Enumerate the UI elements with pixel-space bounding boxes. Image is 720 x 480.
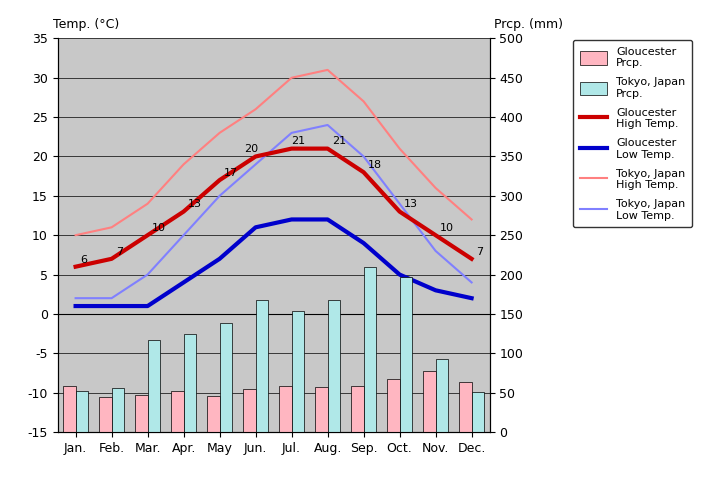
Legend: Gloucester
Prcp., Tokyo, Japan
Prcp., Gloucester
High Temp., Gloucester
Low Temp: Gloucester Prcp., Tokyo, Japan Prcp., Gl… (573, 40, 692, 228)
Bar (328, 300, 340, 432)
Bar (387, 379, 400, 432)
Bar (135, 395, 148, 432)
Text: 10: 10 (440, 223, 454, 233)
Bar (256, 300, 268, 432)
Text: Prcp. (mm): Prcp. (mm) (494, 18, 563, 31)
Text: 7: 7 (476, 247, 483, 257)
Bar (63, 386, 76, 432)
Text: 13: 13 (404, 199, 418, 209)
Bar (207, 396, 220, 432)
Text: Temp. (°C): Temp. (°C) (53, 18, 120, 31)
Text: 17: 17 (224, 168, 238, 178)
Text: 10: 10 (152, 223, 166, 233)
Text: 20: 20 (245, 144, 258, 154)
Bar (364, 267, 376, 432)
Bar (112, 388, 124, 432)
Text: 21: 21 (332, 136, 346, 146)
Bar (184, 334, 196, 432)
Bar (243, 389, 256, 432)
Bar (220, 324, 232, 432)
Text: 6: 6 (80, 254, 87, 264)
Bar (76, 391, 88, 432)
Bar (351, 386, 364, 432)
Bar (472, 392, 484, 432)
Bar (292, 311, 304, 432)
Bar (436, 359, 448, 432)
Text: 18: 18 (368, 160, 382, 170)
Text: 21: 21 (292, 136, 306, 146)
Bar (171, 391, 184, 432)
Text: 13: 13 (188, 199, 202, 209)
Bar (315, 387, 328, 432)
Text: 7: 7 (116, 247, 123, 257)
Bar (148, 340, 160, 432)
Bar (459, 383, 472, 432)
Bar (279, 386, 292, 432)
Bar (99, 397, 112, 432)
Bar (400, 277, 412, 432)
Bar (423, 371, 436, 432)
